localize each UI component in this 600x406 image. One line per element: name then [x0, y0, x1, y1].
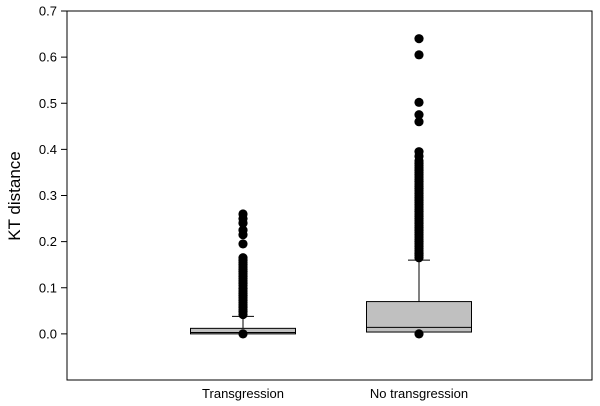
y-tick-label: 0.6 — [39, 50, 57, 65]
y-tick-label: 0.5 — [39, 96, 57, 111]
y-tick-label: 0.4 — [39, 142, 57, 157]
outlier-point — [414, 329, 424, 339]
box-group — [366, 34, 472, 339]
y-tick-label: 0.0 — [39, 326, 57, 341]
y-axis: 0.0 0.1 0.2 0.3 0.4 0.5 0.6 0.7 — [39, 4, 67, 341]
outlier-point — [238, 253, 248, 263]
outlier-point — [238, 209, 248, 219]
plot-frame — [66, 10, 593, 381]
y-axis-title: KT distance — [5, 151, 24, 240]
outlier-point — [414, 110, 424, 120]
x-category-label: No transgression — [370, 386, 468, 401]
outlier-point — [238, 239, 248, 249]
x-axis-labels: Transgression No transgression — [202, 386, 468, 401]
x-category-label: Transgression — [202, 386, 284, 401]
outlier-point — [238, 329, 248, 339]
y-tick-label: 0.3 — [39, 188, 57, 203]
y-tick-label: 0.2 — [39, 234, 57, 249]
y-tick-label: 0.7 — [39, 4, 57, 19]
box-group — [190, 209, 296, 339]
outlier-point — [414, 50, 424, 60]
boxes-layer — [190, 34, 472, 339]
y-tick-label: 0.1 — [39, 280, 57, 295]
outlier-point — [414, 117, 424, 127]
outlier-point — [414, 97, 424, 107]
outlier-point — [414, 147, 424, 157]
outlier-point — [414, 34, 424, 44]
outlier-point — [238, 225, 248, 235]
